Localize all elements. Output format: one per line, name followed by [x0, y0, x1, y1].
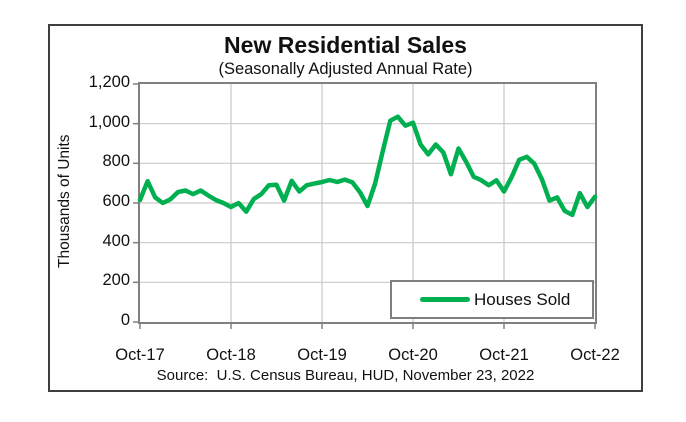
houses-sold-line — [137, 114, 598, 218]
figure-border: New Residential Sales (Seasonally Adjust… — [48, 24, 643, 392]
houses-sold-line-chart — [133, 83, 598, 329]
x-tick-label: Oct-17 — [115, 346, 165, 364]
x-tick-label: Oct-19 — [297, 346, 347, 364]
y-tick-label: 1,000 — [88, 112, 130, 131]
legend-line-swatch — [420, 297, 470, 302]
x-tick-label: Oct-20 — [388, 346, 438, 364]
source-note: Source: U.S. Census Bureau, HUD, Novembe… — [156, 367, 535, 384]
legend-label: Houses Sold — [474, 289, 571, 309]
chart-title: New Residential Sales — [224, 32, 467, 58]
y-axis-tick-labels: 0 200 400 600 800 1,000 1,200 — [78, 73, 130, 329]
plot-area: Houses Sold — [133, 82, 598, 329]
y-tick-label: 400 — [102, 231, 130, 250]
y-tick-label: 1,200 — [88, 73, 130, 91]
y-tick-label: 0 — [120, 311, 130, 329]
x-tick-label: Oct-18 — [206, 346, 256, 364]
legend: Houses Sold — [390, 280, 594, 319]
x-tick-label: Oct-22 — [570, 346, 620, 364]
y-axis-title: Thousands of Units — [56, 134, 73, 268]
x-axis-tick-labels: Oct-17 Oct-18 Oct-19 Oct-20 Oct-21 Oct-22 — [50, 346, 645, 368]
y-tick-label: 600 — [102, 192, 130, 210]
x-tick-label: Oct-21 — [479, 346, 529, 364]
chart-subtitle: (Seasonally Adjusted Annual Rate) — [218, 60, 473, 78]
y-tick-label: 200 — [102, 271, 130, 290]
y-tick-label: 800 — [102, 152, 130, 171]
